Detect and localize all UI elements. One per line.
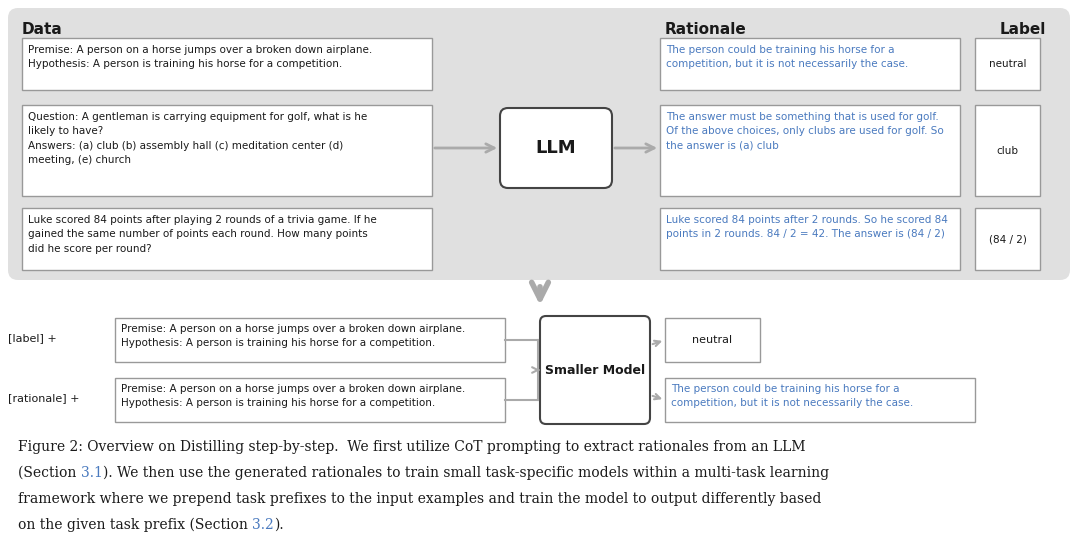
Text: Premise: A person on a horse jumps over a broken down airplane.
Hypothesis: A pe: Premise: A person on a horse jumps over … <box>121 324 465 348</box>
Bar <box>975 38 1040 90</box>
Bar <box>22 105 432 196</box>
Bar <box>660 38 960 90</box>
Text: Figure 2: Overview on Distilling step-by-step.  We first utilize CoT prompting t: Figure 2: Overview on Distilling step-by… <box>18 440 806 454</box>
Text: club: club <box>997 145 1018 156</box>
Bar <box>114 378 505 422</box>
Text: on the given task prefix (Section: on the given task prefix (Section <box>18 518 253 533</box>
Text: [label] +: [label] + <box>8 333 57 343</box>
Text: Data: Data <box>22 22 63 37</box>
Text: Rationale: Rationale <box>665 22 746 37</box>
Bar <box>975 105 1040 196</box>
Text: (84 / 2): (84 / 2) <box>988 234 1026 244</box>
Text: Luke scored 84 points after playing 2 rounds of a trivia game. If he
gained the : Luke scored 84 points after playing 2 ro… <box>28 215 377 254</box>
Text: Smaller Model: Smaller Model <box>545 363 645 376</box>
Text: (Section: (Section <box>18 466 81 480</box>
Text: Premise: A person on a horse jumps over a broken down airplane.
Hypothesis: A pe: Premise: A person on a horse jumps over … <box>28 45 373 70</box>
FancyBboxPatch shape <box>500 108 612 188</box>
Bar <box>114 318 505 362</box>
Bar <box>660 105 960 196</box>
Text: Luke scored 84 points after 2 rounds. So he scored 84
points in 2 rounds. 84 / 2: Luke scored 84 points after 2 rounds. So… <box>666 215 948 239</box>
Text: framework where we prepend task prefixes to the input examples and train the mod: framework where we prepend task prefixes… <box>18 492 822 506</box>
Text: ).: ). <box>274 518 284 532</box>
Text: Label: Label <box>1000 22 1047 37</box>
Text: LLM: LLM <box>536 139 577 157</box>
Bar <box>22 38 432 90</box>
Bar <box>975 208 1040 270</box>
Bar <box>665 318 760 362</box>
FancyBboxPatch shape <box>8 8 1070 280</box>
Text: neutral: neutral <box>692 335 732 345</box>
Text: The person could be training his horse for a
competition, but it is not necessar: The person could be training his horse f… <box>671 384 914 409</box>
Bar <box>22 208 432 270</box>
Bar <box>665 378 975 422</box>
Text: Question: A gentleman is carrying equipment for golf, what is he
likely to have?: Question: A gentleman is carrying equipm… <box>28 112 367 165</box>
Text: The answer must be something that is used for golf.
Of the above choices, only c: The answer must be something that is use… <box>666 112 944 151</box>
Text: ). We then use the generated rationales to train small task-specific models with: ). We then use the generated rationales … <box>103 466 828 480</box>
Text: [rationale] +: [rationale] + <box>8 393 80 403</box>
Bar <box>660 208 960 270</box>
Text: 3.2: 3.2 <box>253 518 274 532</box>
Text: The person could be training his horse for a
competition, but it is not necessar: The person could be training his horse f… <box>666 45 908 70</box>
Text: Premise: A person on a horse jumps over a broken down airplane.
Hypothesis: A pe: Premise: A person on a horse jumps over … <box>121 384 465 409</box>
FancyBboxPatch shape <box>540 316 650 424</box>
Text: neutral: neutral <box>989 59 1026 69</box>
Text: 3.1: 3.1 <box>81 466 103 480</box>
